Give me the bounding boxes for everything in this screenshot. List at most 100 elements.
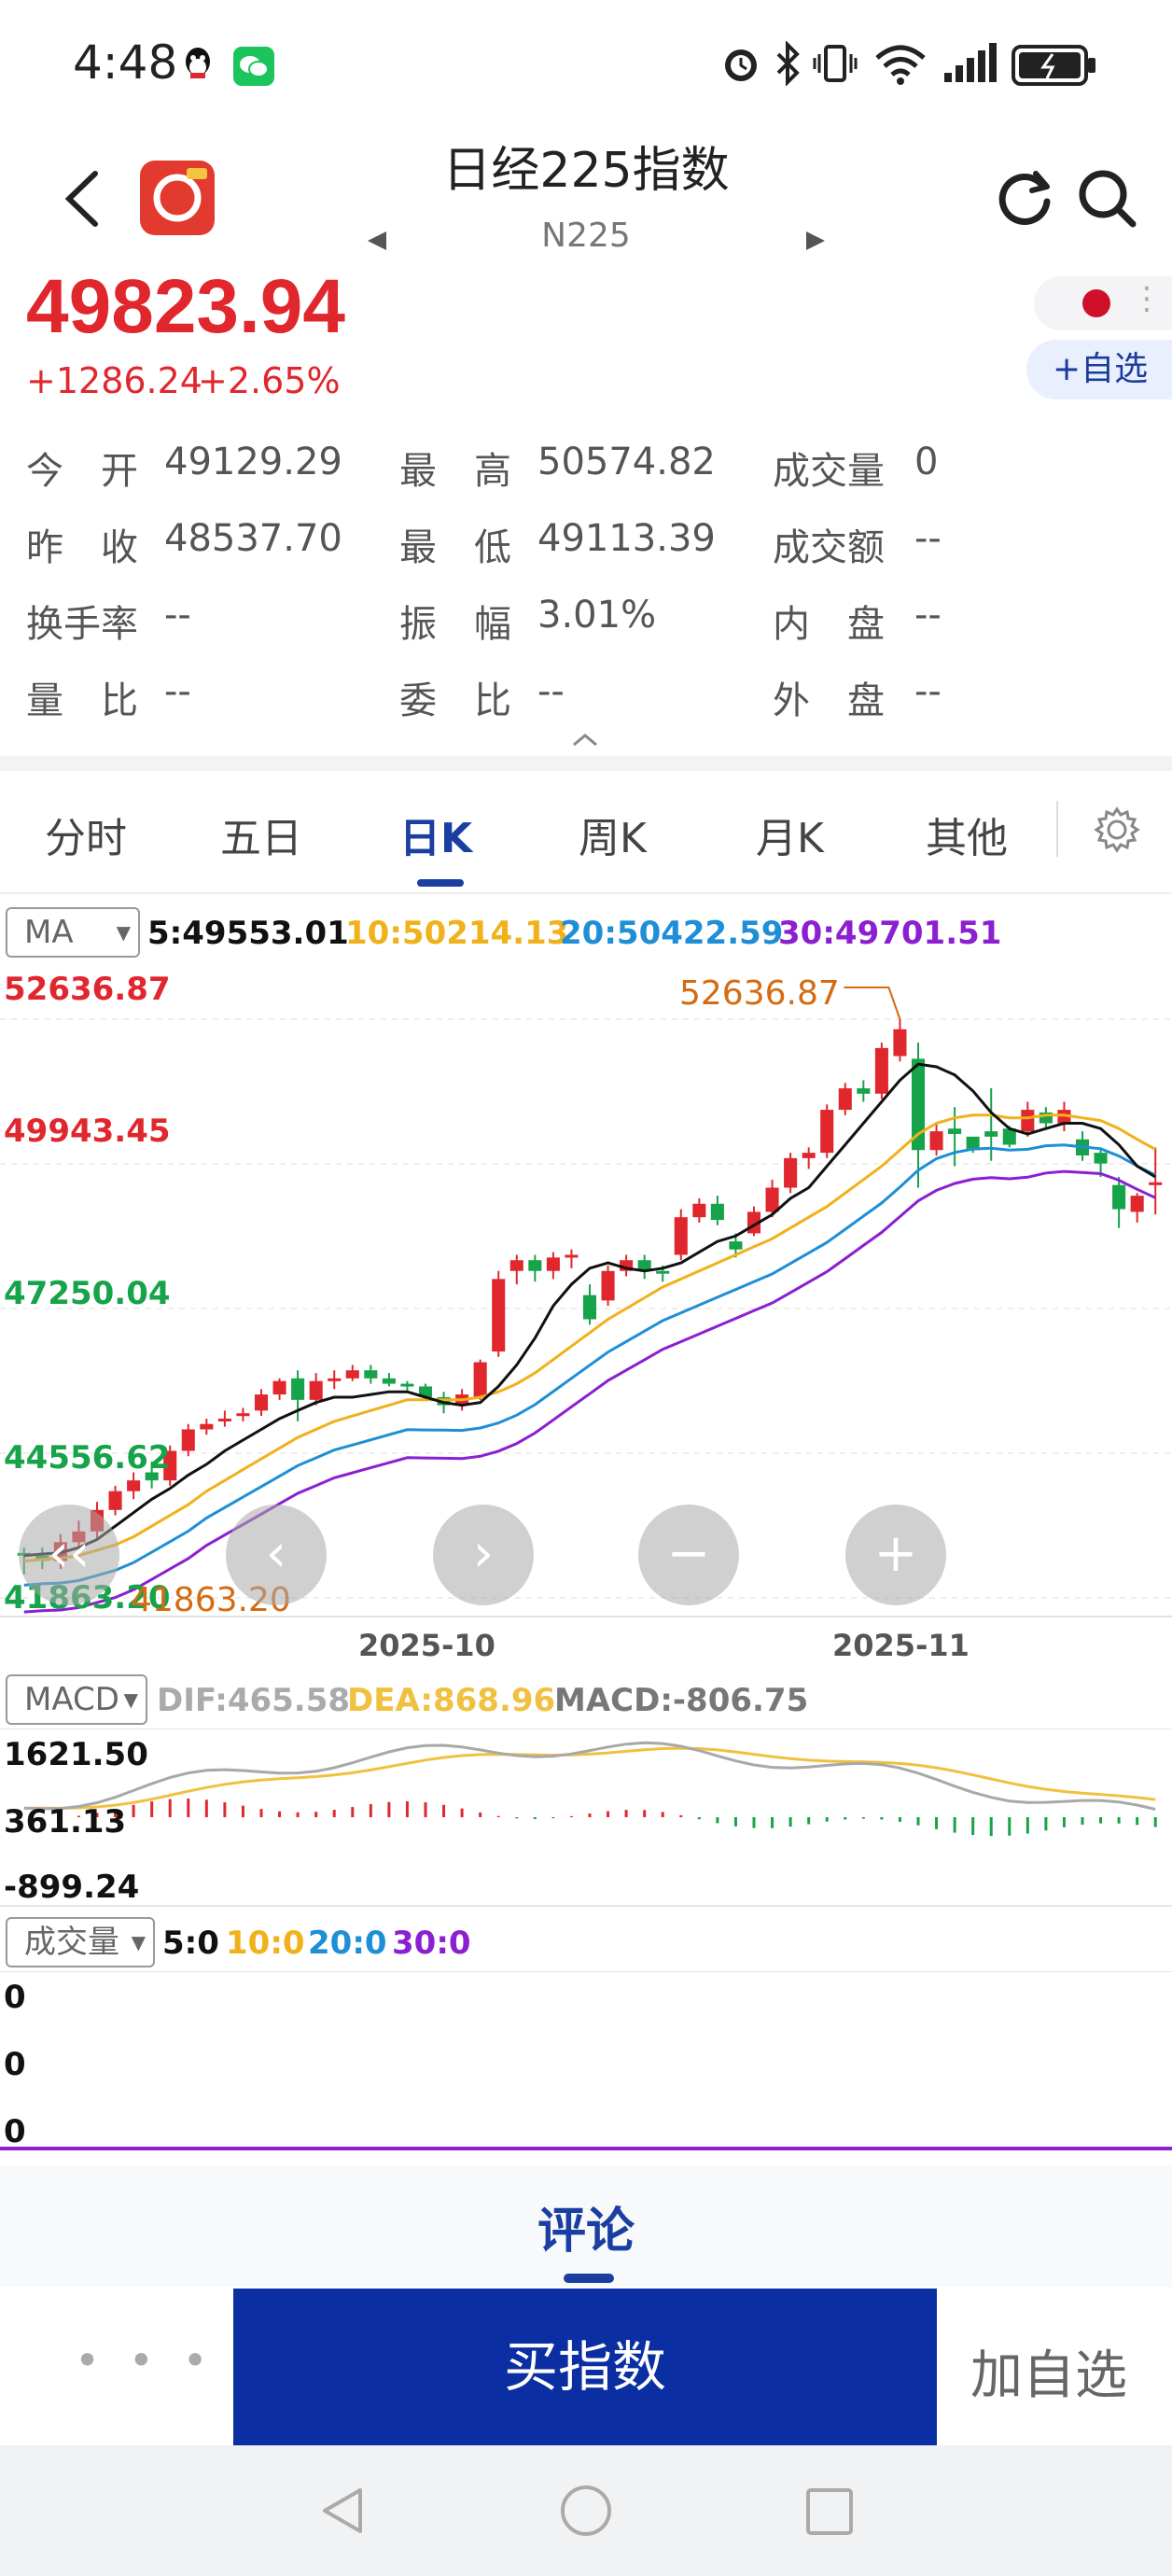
macd-y-mid: 361.13 — [4, 1803, 127, 1841]
vol10-value: 10:0 — [226, 1925, 305, 1962]
vol-y-mid: 0 — [4, 2046, 26, 2083]
settings-gear-icon[interactable] — [1094, 806, 1140, 853]
nav-home-icon[interactable] — [558, 2483, 614, 2539]
chevron-right-icon: › — [472, 1523, 495, 1584]
tab-daily-k[interactable]: 日K — [399, 815, 473, 862]
prev-stock-icon[interactable] — [366, 230, 388, 252]
stat-label: 今 开 — [26, 450, 138, 493]
candle-body — [1130, 1196, 1144, 1212]
buy-index-button[interactable]: 买指数 — [233, 2289, 937, 2445]
volume-chart[interactable] — [0, 1971, 1172, 2158]
candle-body — [911, 1058, 926, 1151]
tab-five-day[interactable]: 五日 — [220, 815, 302, 862]
add-watchlist-bottom-button[interactable]: 加自选 — [970, 2345, 1127, 2406]
candle-body — [1112, 1184, 1126, 1210]
dea-line — [23, 1746, 1156, 1810]
macd-selector[interactable]: MACD ▼ — [6, 1674, 147, 1725]
candle-body — [857, 1088, 871, 1094]
scroll-right-button[interactable]: › — [433, 1505, 534, 1605]
candle-body — [929, 1131, 943, 1151]
change-percent: +2.65% — [198, 360, 341, 401]
candle-body — [509, 1260, 523, 1271]
candle-body — [328, 1378, 342, 1381]
alarm-icon — [725, 49, 757, 81]
plus-icon: + — [873, 1523, 918, 1584]
stat-value: -- — [164, 594, 191, 637]
dea-value: DEA:868.96 — [347, 1682, 556, 1719]
max-annotation: 52636.87 — [679, 974, 840, 1013]
candle-body — [364, 1370, 378, 1379]
scroll-start-button[interactable]: ‹‹ — [19, 1505, 119, 1605]
candle-body — [254, 1394, 269, 1411]
ma10-value: 10:50214.13 — [345, 915, 569, 952]
candle-body — [656, 1270, 670, 1274]
qq-icon — [186, 48, 210, 78]
nav-recents-icon[interactable] — [804, 2486, 855, 2537]
stat-value: -- — [164, 670, 191, 713]
stat-label: 振 幅 — [399, 603, 511, 646]
chevron-left-icon: ‹ — [265, 1523, 287, 1584]
macd-chart[interactable] — [0, 1729, 1172, 1910]
candle-body — [217, 1418, 231, 1421]
stat-value: 48537.70 — [164, 517, 342, 560]
tab-weekly-k[interactable]: 周K — [579, 815, 647, 862]
app-logo-icon[interactable] — [140, 161, 215, 235]
dif-value: DIF:465.58 — [157, 1682, 351, 1719]
candle-body — [692, 1203, 706, 1218]
candle-body — [565, 1254, 579, 1258]
tab-other[interactable]: 其他 — [926, 815, 1008, 862]
kline-chart[interactable] — [0, 963, 1172, 1663]
vol5-value: 5:0 — [162, 1925, 219, 1962]
nav-back-icon[interactable] — [317, 2485, 370, 2537]
candle-body — [582, 1295, 597, 1320]
candle-body — [309, 1380, 323, 1400]
candle-body — [765, 1187, 779, 1212]
stat-value: 49129.29 — [164, 441, 342, 483]
signal-icon — [944, 43, 997, 82]
candle-body — [200, 1423, 214, 1430]
tab-comments[interactable]: 评论 — [537, 2204, 635, 2260]
candle-body — [1002, 1128, 1016, 1145]
tab-intraday[interactable]: 分时 — [45, 815, 127, 862]
ma30-value: 30:49701.51 — [778, 915, 1002, 952]
candle-body — [710, 1203, 724, 1221]
stat-label: 成交量 — [773, 450, 885, 493]
candle-body — [802, 1153, 816, 1158]
ma30-line — [23, 1169, 1156, 1614]
stat-value: 0 — [914, 441, 939, 483]
minus-icon: − — [666, 1523, 711, 1584]
refresh-icon[interactable] — [995, 168, 1054, 228]
comment-section — [0, 2165, 1172, 2287]
stat-value: 49113.39 — [537, 517, 716, 560]
search-icon[interactable] — [1075, 166, 1140, 231]
max-leader-line — [844, 987, 901, 1020]
ma-selector[interactable]: MA ▼ — [6, 907, 140, 958]
stat-value: 3.01% — [537, 594, 657, 637]
candle-body — [382, 1378, 396, 1384]
stat-value: -- — [914, 517, 942, 560]
add-watchlist-button[interactable]: +自选 — [1026, 340, 1172, 399]
back-arrow-icon[interactable] — [60, 168, 106, 230]
zoom-out-button[interactable]: − — [638, 1505, 739, 1605]
volume-selector[interactable]: 成交量 ▼ — [6, 1917, 155, 1967]
candle-body — [236, 1413, 250, 1417]
stat-label: 委 比 — [399, 679, 511, 722]
candle-body — [820, 1110, 834, 1154]
tab-monthly-k[interactable]: 月K — [756, 815, 824, 862]
stat-label: 换手率 — [26, 603, 138, 646]
macd-y-min: -899.24 — [4, 1869, 140, 1906]
vol30-value: 30:0 — [392, 1925, 471, 1962]
next-stock-icon[interactable] — [804, 230, 827, 252]
more-options-button[interactable]: • • • — [75, 2335, 216, 2386]
y-label-4: 44556.62 — [4, 1439, 171, 1477]
candle-body — [966, 1136, 980, 1151]
scroll-left-button[interactable]: ‹ — [226, 1505, 327, 1605]
zoom-in-button[interactable]: + — [845, 1505, 946, 1605]
stat-value: -- — [914, 594, 942, 637]
ma5-line — [23, 1062, 1156, 1558]
stat-value: -- — [537, 670, 565, 713]
more-vertical-icon[interactable]: ⋮ — [1131, 280, 1163, 317]
japan-flag-icon — [1082, 289, 1110, 317]
ma-selector-label: MA — [24, 914, 74, 951]
collapse-chevron-icon[interactable] — [571, 732, 599, 749]
